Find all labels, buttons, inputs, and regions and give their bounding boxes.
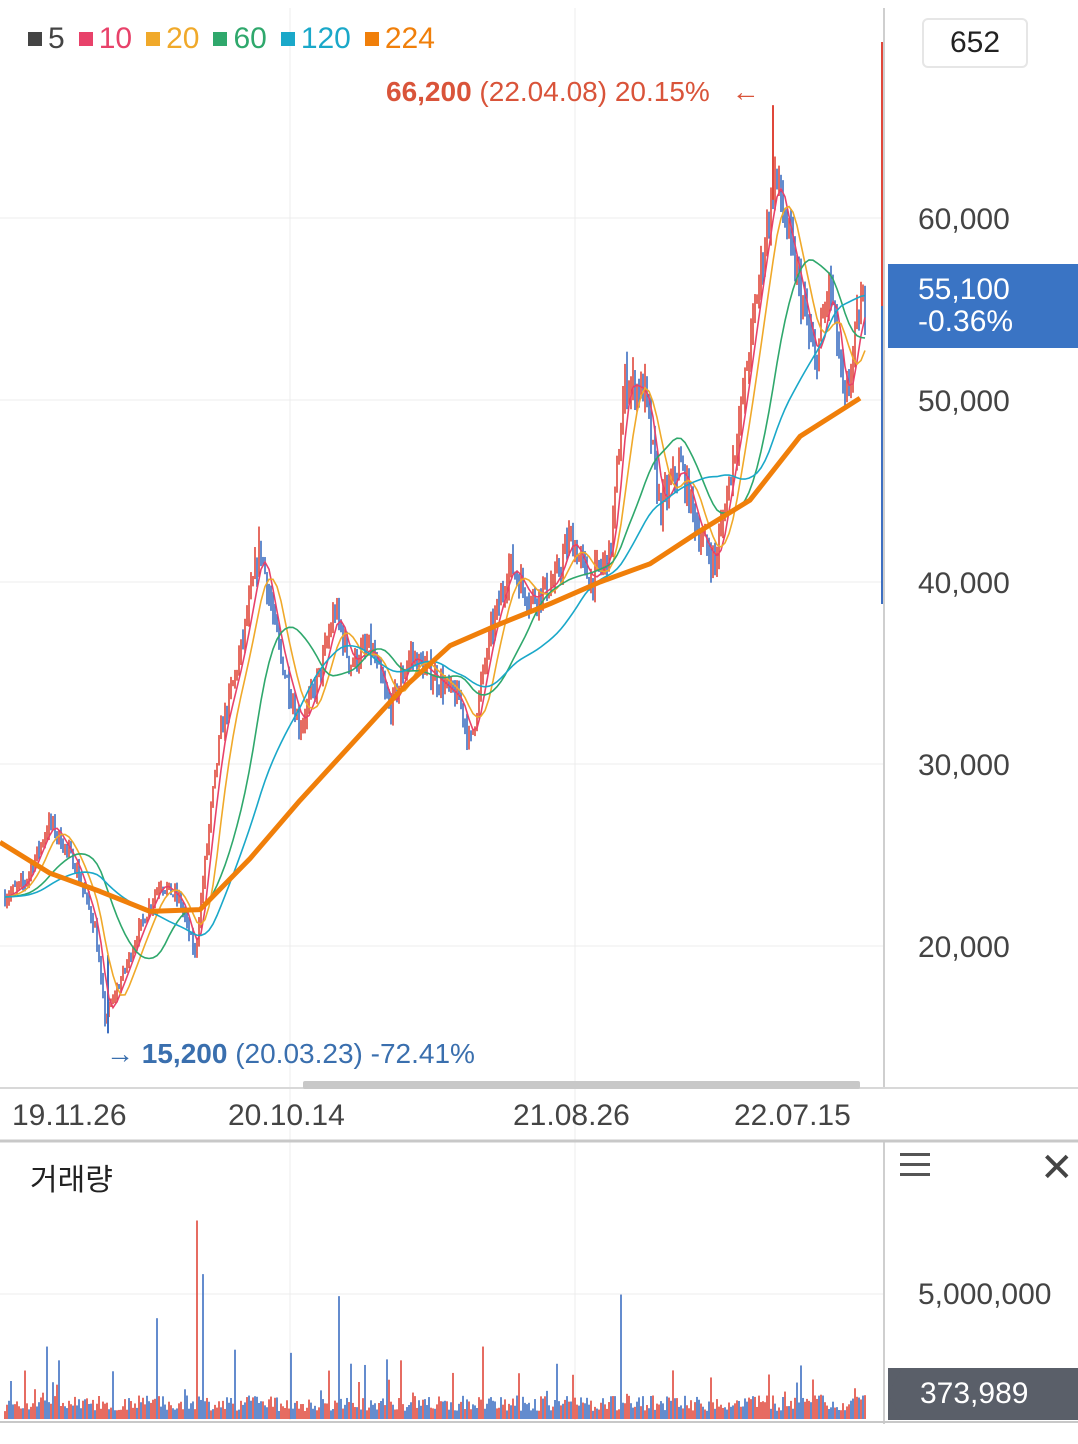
current-price-text: 55,100 -0.36% bbox=[918, 274, 1013, 338]
high-date: (22.04.08) bbox=[479, 76, 608, 107]
menu-icon[interactable] bbox=[900, 1153, 930, 1179]
legend-label: 5 bbox=[48, 22, 65, 55]
legend-ma120[interactable]: 120 bbox=[280, 22, 351, 56]
volume-y-tick-label: 5,000,000 bbox=[918, 1278, 1051, 1311]
high-pct: 20.15% bbox=[614, 76, 710, 107]
ma10-line bbox=[4, 187, 866, 1010]
y-tick-label: 50,000 bbox=[918, 385, 1010, 418]
y-tick-label: 60,000 bbox=[918, 203, 1010, 236]
low-annotation: → 15,200 (20.03.23) -72.41% bbox=[106, 1038, 475, 1070]
x-tick-label: 19.11.26 bbox=[12, 1099, 127, 1132]
y-tick-labels: 60,000 50,000 40,000 30,000 20,000 5,000,000 bbox=[918, 203, 1051, 1311]
current-price: 55,100 bbox=[918, 273, 1010, 306]
legend-swatch bbox=[364, 32, 379, 46]
legend-swatch bbox=[78, 32, 93, 46]
right-arrow-icon: → bbox=[106, 1038, 134, 1069]
candle-count-box[interactable]: 652 bbox=[922, 18, 1028, 68]
x-tick-label: 20.10.14 bbox=[228, 1099, 345, 1132]
y-tick-label: 30,000 bbox=[918, 749, 1010, 782]
current-change: -0.36% bbox=[918, 305, 1014, 338]
high-annotation: 66,200 (22.04.08) 20.15% ← bbox=[386, 76, 760, 108]
candles bbox=[4, 105, 866, 1034]
legend-ma10[interactable]: 10 bbox=[78, 22, 133, 56]
legend-swatch bbox=[28, 32, 42, 46]
x-tick-labels: 19.11.26 20.10.14 21.08.26 22.07.15 bbox=[12, 1099, 851, 1132]
legend-label: 224 bbox=[384, 22, 435, 55]
x-tick-label: 22.07.15 bbox=[734, 1099, 851, 1132]
y-tick-label: 20,000 bbox=[918, 931, 1010, 964]
legend-swatch bbox=[146, 32, 161, 46]
current-volume: 373,989 bbox=[920, 1377, 1029, 1410]
x-tick-label: 21.08.26 bbox=[513, 1099, 630, 1132]
grid-lines bbox=[0, 8, 884, 1420]
close-icon[interactable]: ✕ bbox=[1040, 1146, 1074, 1190]
legend-label: 60 bbox=[233, 22, 267, 55]
ma120-line bbox=[4, 294, 866, 937]
legend-ma60[interactable]: 60 bbox=[213, 22, 267, 56]
low-date: (20.03.23) bbox=[235, 1038, 363, 1069]
legend-ma224[interactable]: 224 bbox=[364, 22, 435, 56]
moving-average-lines bbox=[0, 187, 866, 1010]
current-volume-tag: 373,989 bbox=[888, 1368, 1078, 1420]
high-price: 66,200 bbox=[386, 76, 472, 107]
low-pct: -72.41% bbox=[370, 1038, 475, 1069]
price-tag-shape bbox=[888, 264, 1078, 348]
legend-label: 120 bbox=[300, 22, 351, 55]
volume-title: 거래량 bbox=[30, 1164, 113, 1197]
y-tick-label: 40,000 bbox=[918, 567, 1010, 600]
legend-label: 10 bbox=[98, 22, 133, 55]
left-arrow-icon: ← bbox=[731, 76, 760, 107]
volume-tag-shape bbox=[888, 1368, 1078, 1420]
current-price-tag: 55,100 -0.36% bbox=[888, 264, 1078, 348]
low-price: 15,200 bbox=[141, 1038, 228, 1069]
legend-swatch bbox=[213, 32, 228, 46]
volume-bars bbox=[4, 1220, 866, 1419]
legend-label: 20 bbox=[166, 22, 200, 55]
ma60-line bbox=[4, 259, 866, 960]
legend-ma5[interactable]: 5 bbox=[28, 22, 65, 56]
ma20-line bbox=[4, 205, 866, 996]
legend-ma20[interactable]: 20 bbox=[146, 22, 199, 56]
chart-frame bbox=[0, 8, 1078, 1424]
ma-legend: 5 10 20 60 120 224 bbox=[28, 22, 435, 56]
ma224-line bbox=[0, 396, 862, 914]
legend-swatch bbox=[280, 32, 295, 46]
scroll-thumb bbox=[303, 1081, 860, 1089]
